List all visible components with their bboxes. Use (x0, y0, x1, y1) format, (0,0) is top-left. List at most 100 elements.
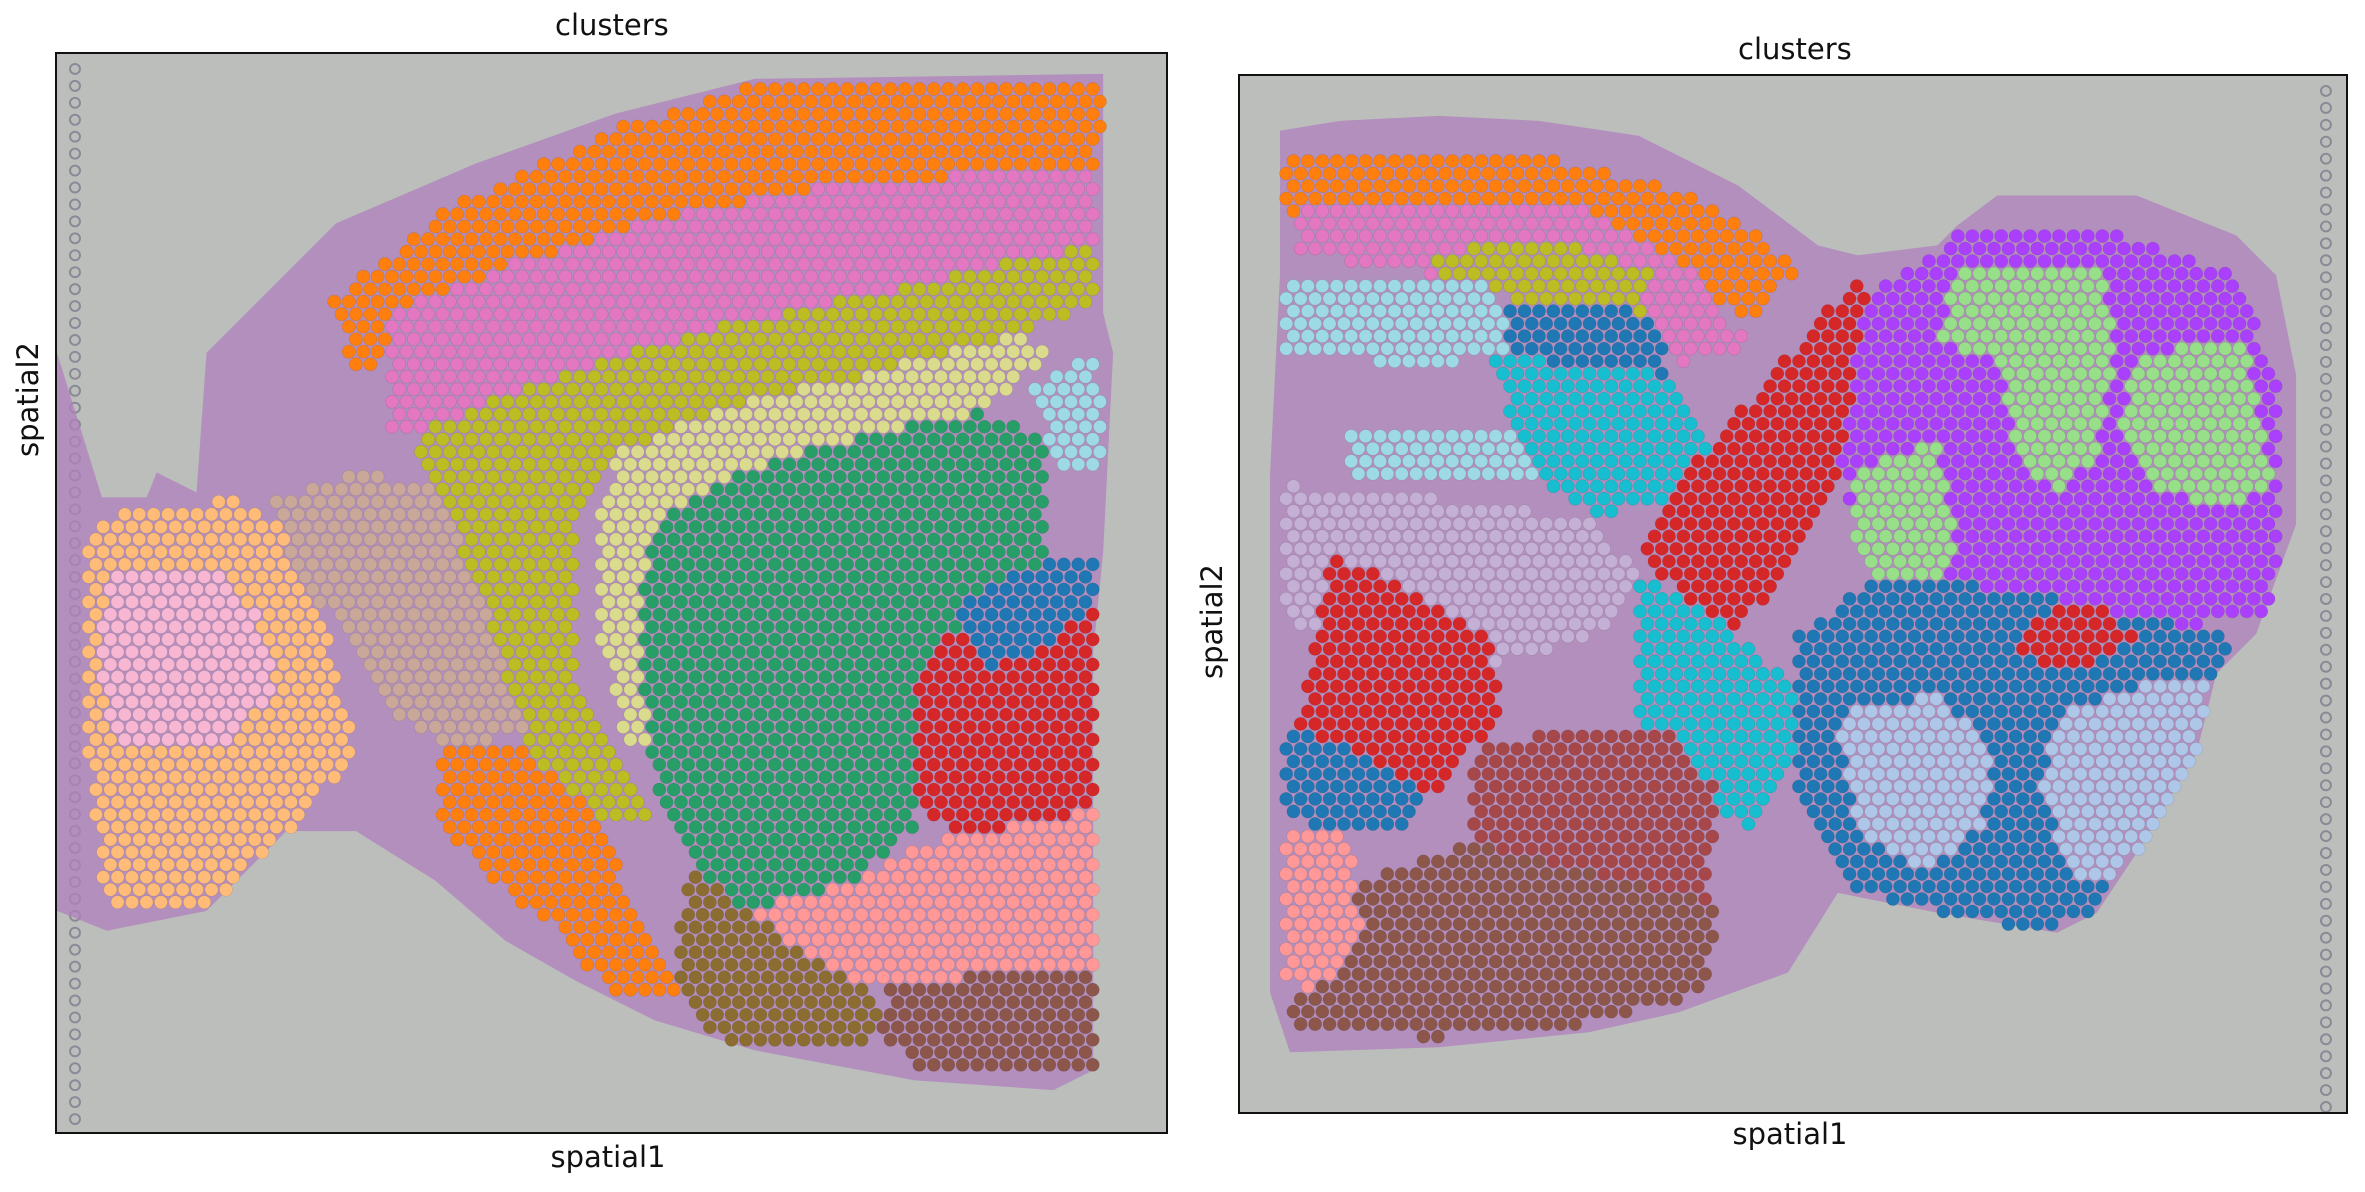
cluster-spot (529, 770, 544, 784)
cluster-spot (710, 832, 724, 847)
cluster-spot (565, 907, 580, 922)
cluster-spot (1006, 94, 1021, 109)
cluster-spot (1337, 191, 1351, 206)
cluster-spot (999, 1032, 1013, 1047)
cluster-spot (182, 595, 197, 609)
cluster-spot (1943, 291, 1958, 306)
cluster-spot (811, 732, 826, 747)
cluster-spot (652, 157, 667, 171)
cluster-spot (1813, 391, 1828, 406)
cluster-spot (710, 882, 724, 897)
cluster-spot (146, 632, 161, 647)
cluster-spot (659, 319, 674, 334)
cluster-spot (616, 970, 631, 985)
cluster-spot (211, 570, 226, 584)
cluster-spot (1640, 366, 1655, 381)
cluster-spot (1286, 279, 1301, 293)
cluster-spot (233, 557, 248, 572)
cluster-spot (645, 269, 659, 284)
cluster-spot (572, 494, 587, 509)
cluster-spot (2174, 391, 2189, 406)
cluster-spot (717, 770, 732, 784)
cluster-spot (565, 507, 580, 522)
cluster-spot (638, 707, 652, 722)
cluster-spot (789, 845, 804, 860)
cluster-spot (984, 432, 999, 447)
cluster-spot (999, 307, 1013, 322)
cluster-spot (2124, 354, 2139, 369)
cluster-spot (919, 444, 934, 459)
cluster-spot (305, 707, 320, 722)
cluster-spot (2008, 229, 2023, 243)
cluster-spot (529, 194, 544, 209)
cluster-spot (638, 332, 652, 347)
cluster-spot (638, 982, 652, 997)
cluster-spot (161, 757, 176, 772)
cluster-spot (1006, 119, 1021, 134)
cluster-spot (804, 419, 818, 434)
cluster-spot (731, 294, 746, 309)
cluster-spot (1589, 254, 1604, 268)
cluster-spot (1006, 995, 1021, 1010)
cluster-spot (464, 807, 479, 822)
cluster-spot (442, 244, 457, 259)
cluster-spot (724, 882, 739, 897)
cluster-spot (1806, 354, 1821, 369)
cluster-spot (435, 807, 450, 822)
cluster-spot (500, 595, 515, 609)
cluster-spot (587, 344, 602, 359)
cluster-spot (522, 357, 537, 372)
cluster-spot (479, 632, 493, 647)
cluster-spot (2008, 354, 2023, 369)
cluster-spot (1633, 204, 1647, 218)
cluster-spot (941, 882, 956, 897)
cluster-spot (970, 82, 985, 96)
cluster-spot (1020, 1020, 1035, 1035)
cluster-spot (565, 882, 580, 897)
cluster-spot (1071, 657, 1086, 672)
cluster-spot (1035, 294, 1050, 309)
cluster-spot (977, 244, 992, 259)
cluster-spot (854, 732, 869, 747)
cluster-spot (1734, 304, 1749, 318)
cluster-spot (1640, 216, 1655, 231)
cluster-spot (1078, 369, 1093, 384)
cluster-spot (2109, 304, 2124, 318)
cluster-spot (284, 670, 298, 684)
cluster-spot (2095, 229, 2110, 243)
cluster-spot (1979, 304, 1994, 318)
cluster-spot (869, 832, 883, 847)
cluster-spot (638, 932, 652, 947)
fiducial-spot (2319, 728, 2332, 741)
cluster-spot (746, 444, 761, 459)
cluster-spot (572, 920, 587, 935)
cluster-spot (471, 194, 486, 209)
cluster-spot (1056, 832, 1071, 847)
cluster-spot (536, 657, 551, 672)
cluster-spot (681, 932, 696, 947)
cluster-spot (2174, 416, 2189, 431)
cluster-spot (1006, 770, 1021, 784)
cluster-spot (905, 169, 920, 184)
cluster-spot (753, 282, 768, 297)
cluster-spot (442, 670, 457, 684)
cluster-spot (825, 282, 840, 297)
cluster-spot (182, 620, 197, 634)
cluster-spot (1604, 254, 1619, 268)
cluster-spot (529, 570, 544, 584)
cluster-spot (724, 232, 739, 246)
cluster-spot (522, 232, 537, 246)
cluster-spot (2001, 266, 2016, 281)
cluster-spot (912, 732, 927, 747)
cluster-spot (876, 369, 891, 384)
cluster-spot (1943, 366, 1958, 381)
cluster-spot (2044, 366, 2059, 381)
cluster-spot (1820, 379, 1835, 394)
cluster-spot (681, 657, 696, 672)
cluster-spot (623, 507, 638, 522)
cluster-spot (414, 645, 428, 659)
cluster-spot (2189, 266, 2204, 281)
cluster-spot (2052, 279, 2066, 293)
cluster-spot (89, 757, 103, 772)
cluster-spot (999, 907, 1013, 922)
